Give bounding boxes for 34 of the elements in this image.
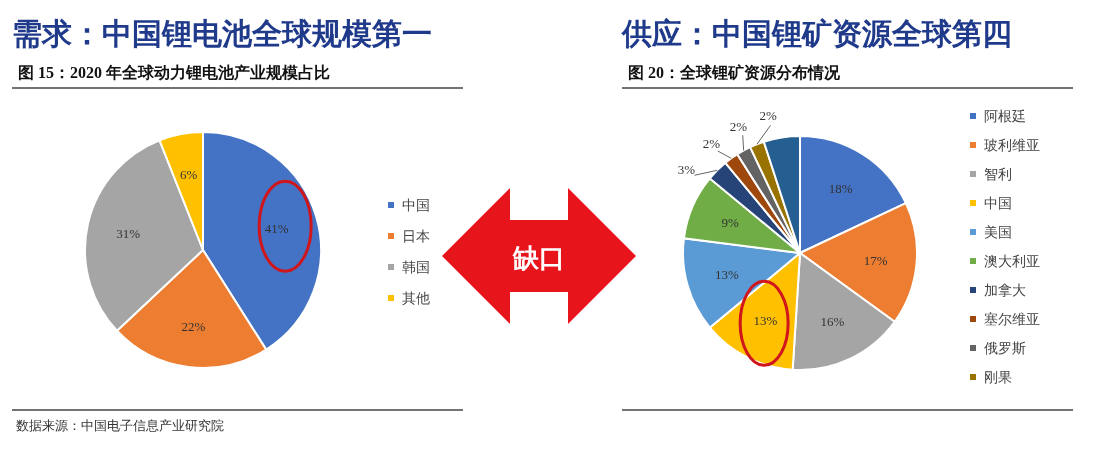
- legend-label: 中国: [402, 197, 430, 213]
- text: 缺口: [512, 243, 565, 273]
- legend-label: 澳大利亚: [984, 253, 1040, 269]
- data-label: 2%: [702, 135, 721, 151]
- data-label: 41%: [264, 221, 289, 237]
- data-label: 2%: [729, 118, 748, 134]
- source-note: 数据来源：中国电子信息产业研究院: [16, 418, 224, 433]
- legend-label: 加拿大: [984, 282, 1026, 298]
- data-label: 2%: [759, 108, 778, 124]
- legend-label: 日本: [402, 228, 430, 244]
- legend-label: 美国: [984, 224, 1012, 240]
- data-label: 18%: [828, 181, 853, 197]
- legend-label: 玻利维亚: [984, 137, 1040, 153]
- chart-title: 供应：中国锂矿资源全球第四: [621, 17, 1012, 50]
- legend-label: 刚果: [984, 369, 1012, 385]
- chart-title: 需求：中国锂电池全球规模第一: [12, 17, 432, 50]
- data-label: 9%: [721, 215, 740, 231]
- legend-label: 俄罗斯: [984, 340, 1026, 356]
- legend-label: 中国: [984, 195, 1012, 211]
- data-label: 22%: [181, 318, 206, 334]
- data-label: 6%: [179, 167, 198, 183]
- data-label: 3%: [677, 161, 696, 177]
- legend-label: 智利: [984, 166, 1012, 182]
- data-label: 16%: [820, 314, 845, 330]
- data-label: 31%: [116, 225, 141, 241]
- legend-label: 韩国: [402, 259, 430, 275]
- legend-label: 其他: [402, 290, 430, 306]
- legend-label: 阿根廷: [984, 108, 1026, 124]
- chart-subtitle: 图 15：2020 年全球动力锂电池产业规模占比: [18, 64, 330, 81]
- data-label: 13%: [753, 313, 778, 329]
- data-label: 17%: [863, 252, 888, 268]
- data-label: 13%: [715, 266, 740, 282]
- chart-subtitle: 图 20：全球锂矿资源分布情况: [628, 64, 841, 81]
- legend-label: 塞尔维亚: [984, 311, 1040, 327]
